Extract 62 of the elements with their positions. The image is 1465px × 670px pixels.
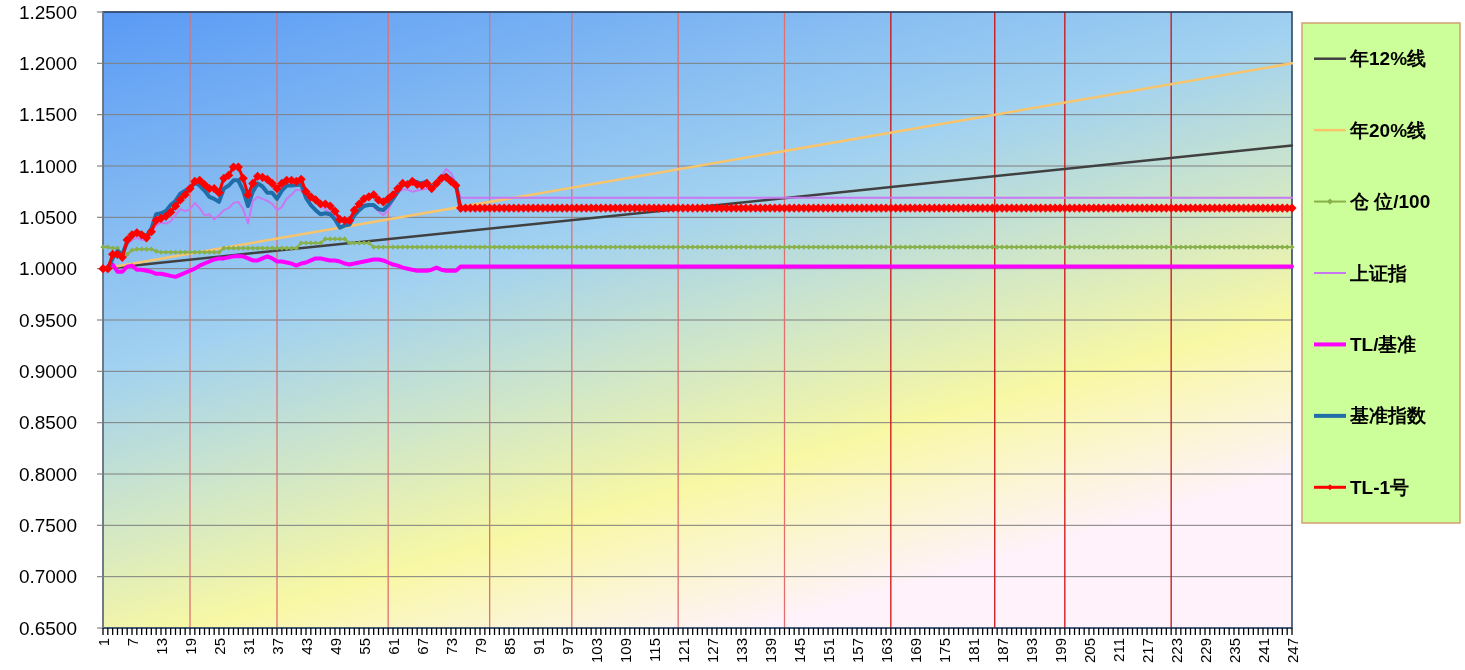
y-tick-label: 1.0000	[18, 258, 77, 280]
legend-label: 仓 位/100	[1349, 191, 1431, 213]
x-tick-label: 73	[442, 638, 460, 655]
x-tick-label: 85	[500, 638, 518, 655]
y-tick-label: 1.1500	[18, 104, 77, 126]
x-tick-label: 175	[935, 638, 953, 664]
legend-label: 基准指数	[1349, 405, 1427, 427]
x-tick-label: 103	[587, 638, 605, 664]
x-tick-label: 193	[1022, 638, 1040, 664]
x-tick-label: 205	[1080, 638, 1098, 664]
x-tick-label: 133	[732, 638, 750, 664]
x-tick-label: 79	[471, 638, 489, 655]
x-tick-label: 145	[790, 638, 808, 664]
x-tick-label: 211	[1109, 638, 1127, 662]
x-tick-label: 25	[210, 638, 228, 655]
x-tick-label: 55	[355, 638, 373, 655]
y-tick-label: 1.2500	[18, 1, 77, 23]
x-tick-label: 37	[268, 638, 286, 655]
y-tick-label: 1.0500	[18, 206, 77, 228]
x-tick-label: 151	[819, 638, 837, 664]
x-tick-label: 127	[703, 638, 721, 664]
x-tick-label: 109	[616, 638, 634, 664]
x-tick-label: 31	[239, 638, 257, 655]
x-tick-label: 7	[123, 638, 141, 647]
legend-label: 上证指	[1349, 262, 1407, 284]
x-tick-label: 97	[558, 638, 576, 655]
x-tick-label: 235	[1225, 638, 1243, 664]
x-tick-label: 115	[645, 638, 663, 662]
x-tick-label: 217	[1138, 638, 1156, 664]
legend-label: TL/基准	[1350, 333, 1417, 355]
x-tick-label: 247	[1283, 638, 1301, 664]
x-tick-label: 139	[761, 638, 779, 664]
x-tick-label: 229	[1196, 638, 1214, 664]
x-tick-label: 181	[964, 638, 982, 664]
x-tick-label: 49	[326, 638, 344, 655]
x-tick-label: 61	[384, 638, 402, 655]
y-tick-label: 0.8500	[18, 412, 77, 434]
x-tick-label: 121	[674, 638, 692, 664]
y-tick-label: 0.9000	[18, 360, 77, 382]
x-tick-label: 1	[94, 638, 112, 647]
x-tick-label: 19	[181, 638, 199, 655]
y-tick-label: 0.7500	[18, 514, 77, 536]
x-tick-label: 241	[1254, 638, 1272, 664]
x-tick-label: 13	[152, 638, 170, 655]
y-tick-label: 0.7000	[18, 566, 77, 588]
legend-label: TL-1号	[1350, 476, 1410, 498]
x-tick-label: 163	[877, 638, 895, 664]
y-tick-label: 1.1000	[18, 155, 77, 177]
legend-label: 年20%线	[1349, 119, 1427, 141]
x-tick-label: 199	[1051, 638, 1069, 664]
legend-label: 年12%线	[1349, 48, 1427, 70]
x-tick-label: 67	[413, 638, 431, 655]
x-tick-label: 169	[906, 638, 924, 664]
x-tick-label: 187	[993, 638, 1011, 664]
x-tick-label: 223	[1167, 638, 1185, 664]
y-tick-label: 1.2000	[18, 52, 77, 74]
y-tick-label: 0.6500	[18, 617, 77, 639]
x-tick-label: 43	[297, 638, 315, 655]
x-tick-label: 91	[529, 638, 547, 655]
y-tick-label: 0.9500	[18, 309, 77, 331]
y-tick-label: 0.8000	[18, 463, 77, 485]
x-tick-label: 157	[848, 638, 866, 664]
